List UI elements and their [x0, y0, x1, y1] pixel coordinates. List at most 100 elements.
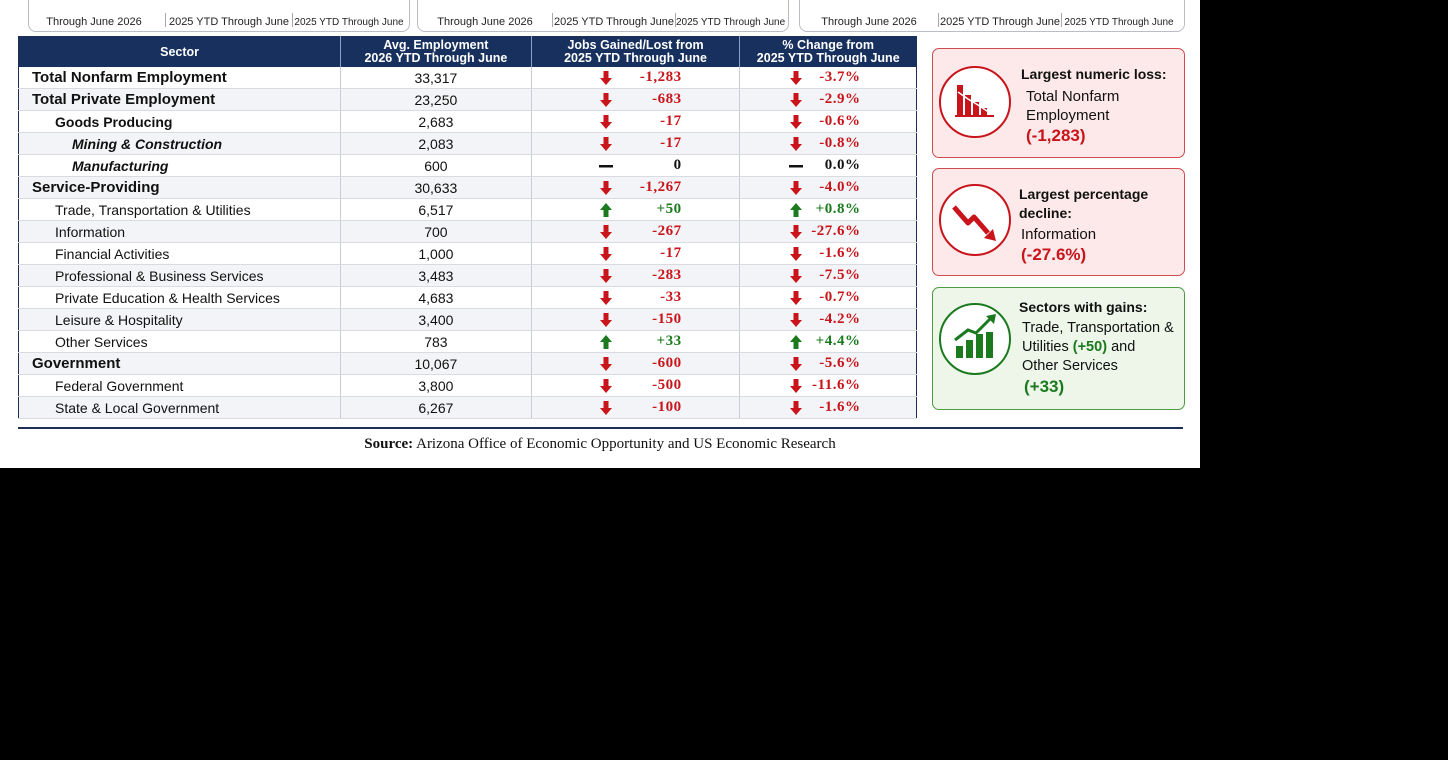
top-card-label: 2025 YTD Through June	[1064, 17, 1174, 28]
avg-employment-value: 4,683	[340, 286, 532, 309]
report-page: Through June 2026 2025 YTD Through June …	[0, 0, 1200, 468]
sector-name: Government	[18, 352, 342, 375]
down-arrow-icon	[599, 70, 612, 85]
jobs-change-cell: -267	[531, 220, 741, 243]
card-line: Information	[1021, 226, 1097, 243]
sector-name: Information	[18, 220, 342, 243]
table-row: Mining & Construction 2,083 -17 -0.8%	[18, 132, 917, 155]
sector-name: Financial Activities	[18, 242, 342, 265]
divider	[18, 427, 1183, 429]
header-line: % Change from	[782, 38, 875, 52]
down-arrow-icon	[599, 114, 612, 129]
jobs-change-cell: -500	[531, 374, 741, 397]
table-row: Leisure & Hospitality 3,400 -150 -4.2%	[18, 308, 917, 331]
percent-change-cell: -2.9%	[739, 88, 917, 111]
percent-change-value: -3.7%	[819, 69, 861, 85]
avg-employment-value: 1,000	[340, 242, 532, 265]
header-line: Avg. Employment	[383, 38, 489, 52]
card-line: Trade, Transportation &	[1022, 320, 1174, 336]
percent-change-value: -2.9%	[819, 91, 861, 107]
jobs-change-value: -1,267	[639, 179, 682, 195]
percent-change-value: -0.6%	[819, 113, 861, 129]
rising-bar-chart-icon	[939, 303, 1011, 375]
top-summary-card-2: Through June 2026 2025 YTD Through June …	[417, 0, 789, 32]
sector-name: Goods Producing	[18, 110, 342, 133]
table-row: Information 700 -267 -27.6%	[18, 220, 917, 243]
card-value: (-1,283)	[1026, 126, 1086, 145]
avg-employment-value: 700	[340, 220, 532, 243]
sector-name: Manufacturing	[18, 154, 342, 177]
down-arrow-icon	[790, 92, 803, 107]
jobs-change-cell: -100	[531, 396, 741, 419]
top-card-label: 2025 YTD Through June	[676, 17, 786, 28]
down-arrow-icon	[790, 400, 803, 415]
jobs-change-cell: +33	[531, 330, 741, 353]
jobs-change-cell: -17	[531, 132, 741, 155]
up-arrow-icon	[790, 334, 803, 349]
card-title: decline:	[1019, 205, 1072, 221]
avg-employment-value: 33,317	[340, 67, 532, 89]
card-line: Utilities (+50) and	[1019, 338, 1178, 357]
jobs-change-cell: 0	[531, 154, 741, 177]
down-arrow-icon	[790, 290, 803, 305]
down-arrow-icon	[790, 70, 803, 85]
down-arrow-icon	[599, 136, 612, 151]
jobs-change-cell: -17	[531, 242, 741, 265]
down-arrow-icon	[790, 378, 803, 393]
jobs-change-value: -17	[660, 245, 682, 261]
top-card-label: Through June 2026	[821, 16, 917, 28]
down-arrow-icon	[599, 224, 612, 239]
up-arrow-icon	[599, 334, 612, 349]
table-row: State & Local Government 6,267 -100 -1.6%	[18, 396, 917, 419]
jobs-change-value: -500	[652, 377, 682, 393]
down-arrow-icon	[599, 312, 612, 327]
card-title: Largest numeric loss:	[1021, 66, 1167, 82]
down-arrow-icon	[790, 312, 803, 327]
sector-name: Professional & Business Services	[18, 264, 342, 287]
table-row: Financial Activities 1,000 -17 -1.6%	[18, 242, 917, 265]
percent-change-value: -1.6%	[819, 399, 861, 415]
avg-employment-value: 783	[340, 330, 532, 353]
jobs-change-cell: -1,267	[531, 176, 741, 199]
percent-change-cell: -7.5%	[739, 264, 917, 287]
avg-employment-value: 600	[340, 154, 532, 177]
avg-employment-value: 23,250	[340, 88, 532, 111]
header-sector: Sector	[18, 36, 342, 67]
down-arrow-icon	[790, 180, 803, 195]
sector-name: Total Private Employment	[18, 88, 342, 111]
percent-change-value: -4.0%	[819, 179, 861, 195]
jobs-change-value: -17	[660, 135, 682, 151]
jobs-change-value: -33	[660, 289, 682, 305]
sector-name: State & Local Government	[18, 396, 342, 419]
jobs-change-value: -267	[652, 223, 682, 239]
top-summary-card-3: Through June 2026 2025 YTD Through June …	[799, 0, 1185, 32]
table-row: Other Services 783 +33 +4.4%	[18, 330, 917, 353]
up-arrow-icon	[790, 202, 803, 217]
sector-name: Private Education & Health Services	[18, 286, 342, 309]
down-arrow-icon	[790, 268, 803, 283]
down-arrow-icon	[599, 400, 612, 415]
sector-name: Mining & Construction	[18, 132, 342, 155]
percent-change-cell: -3.7%	[739, 67, 917, 89]
header-line: 2026 YTD Through June	[364, 51, 508, 65]
sector-name: Service-Providing	[18, 176, 342, 199]
percent-change-cell: -0.6%	[739, 110, 917, 133]
card-title: Sectors with gains:	[1019, 299, 1148, 315]
percent-change-value: -0.7%	[819, 289, 861, 305]
down-arrow-icon	[599, 290, 612, 305]
percent-change-cell: -4.0%	[739, 176, 917, 199]
percent-change-value: +0.8%	[815, 201, 861, 217]
top-card-label: Through June 2026	[437, 16, 533, 28]
top-card-label: 2025 YTD Through June	[939, 16, 1061, 28]
percent-change-cell: -4.2%	[739, 308, 917, 331]
avg-employment-value: 3,800	[340, 374, 532, 397]
avg-employment-value: 10,067	[340, 352, 532, 375]
largest-numeric-loss-card: Largest numeric loss: Total Nonfarm Empl…	[932, 48, 1185, 158]
jobs-change-value: -100	[652, 399, 682, 415]
source-note: Source: Arizona Office of Economic Oppor…	[0, 436, 1200, 453]
table-row: Manufacturing 600 0 0.0%	[18, 154, 917, 177]
declining-bar-chart-icon	[939, 66, 1011, 138]
top-card-label: Through June 2026	[46, 16, 142, 28]
jobs-change-cell: -33	[531, 286, 741, 309]
table-header-row: Sector Avg. Employment 2026 YTD Through …	[18, 36, 917, 67]
